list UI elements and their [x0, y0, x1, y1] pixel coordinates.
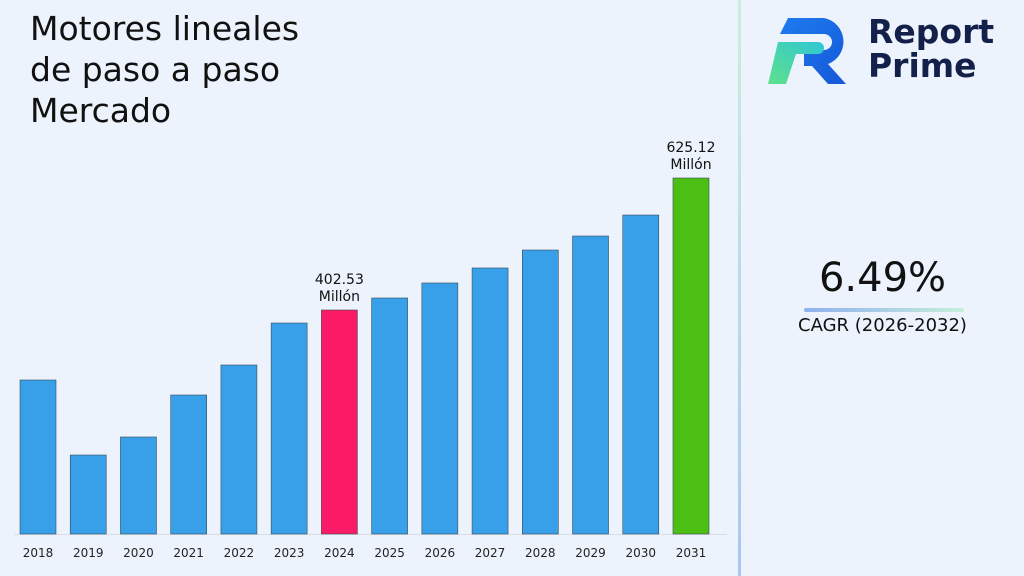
x-tick-label: 2025 — [374, 546, 405, 560]
logo-text: Report Prime — [868, 12, 995, 85]
data-label: 402.53 — [315, 272, 364, 288]
chart-title: Motores lineales de paso a paso Mercado — [30, 9, 300, 130]
x-tick-label: 2023 — [274, 546, 305, 560]
bar-2025 — [371, 297, 408, 535]
bar-2028 — [521, 249, 559, 535]
x-tick-label: 2019 — [73, 546, 104, 560]
x-tick-label: 2029 — [575, 546, 606, 560]
logo-icon — [768, 18, 846, 84]
x-tick-label: 2030 — [625, 546, 656, 560]
cagr-underline — [804, 308, 964, 312]
bar-2031 — [672, 177, 710, 535]
bar-2030 — [622, 214, 660, 535]
data-label: Millón — [319, 289, 360, 305]
x-tick-label: 2028 — [525, 546, 556, 560]
bar-chart: 2018 2019 2020 2021 2022 2023 2024402.53Millón… — [14, 140, 727, 560]
x-tick-label: 2027 — [475, 546, 506, 560]
bar-2022 — [220, 364, 258, 535]
bar-2019 — [69, 454, 107, 535]
divider — [738, 0, 741, 576]
bar-2027 — [471, 267, 509, 535]
data-label: 625.12 — [666, 140, 715, 156]
bar-2023 — [270, 322, 308, 535]
x-tick-label: 2026 — [425, 546, 456, 560]
data-label: Millón — [670, 157, 711, 173]
x-tick-label: 2024 — [324, 546, 355, 560]
cagr-label: CAGR (2026-2032) — [798, 315, 967, 336]
bar-2018 — [19, 379, 57, 535]
x-tick-label: 2022 — [224, 546, 255, 560]
bar-2020 — [120, 436, 157, 535]
x-tick-label: 2031 — [676, 546, 707, 560]
report-prime-logo: Report Prime — [766, 14, 994, 84]
bar-2021 — [170, 394, 207, 535]
cagr-value: 6.49% — [818, 255, 947, 301]
x-tick-label: 2021 — [173, 546, 204, 560]
bar-2024 — [321, 309, 358, 535]
bar-2026 — [421, 282, 459, 535]
x-tick-label: 2018 — [23, 546, 54, 560]
x-tick-label: 2020 — [123, 546, 154, 560]
bar-2029 — [572, 235, 609, 535]
